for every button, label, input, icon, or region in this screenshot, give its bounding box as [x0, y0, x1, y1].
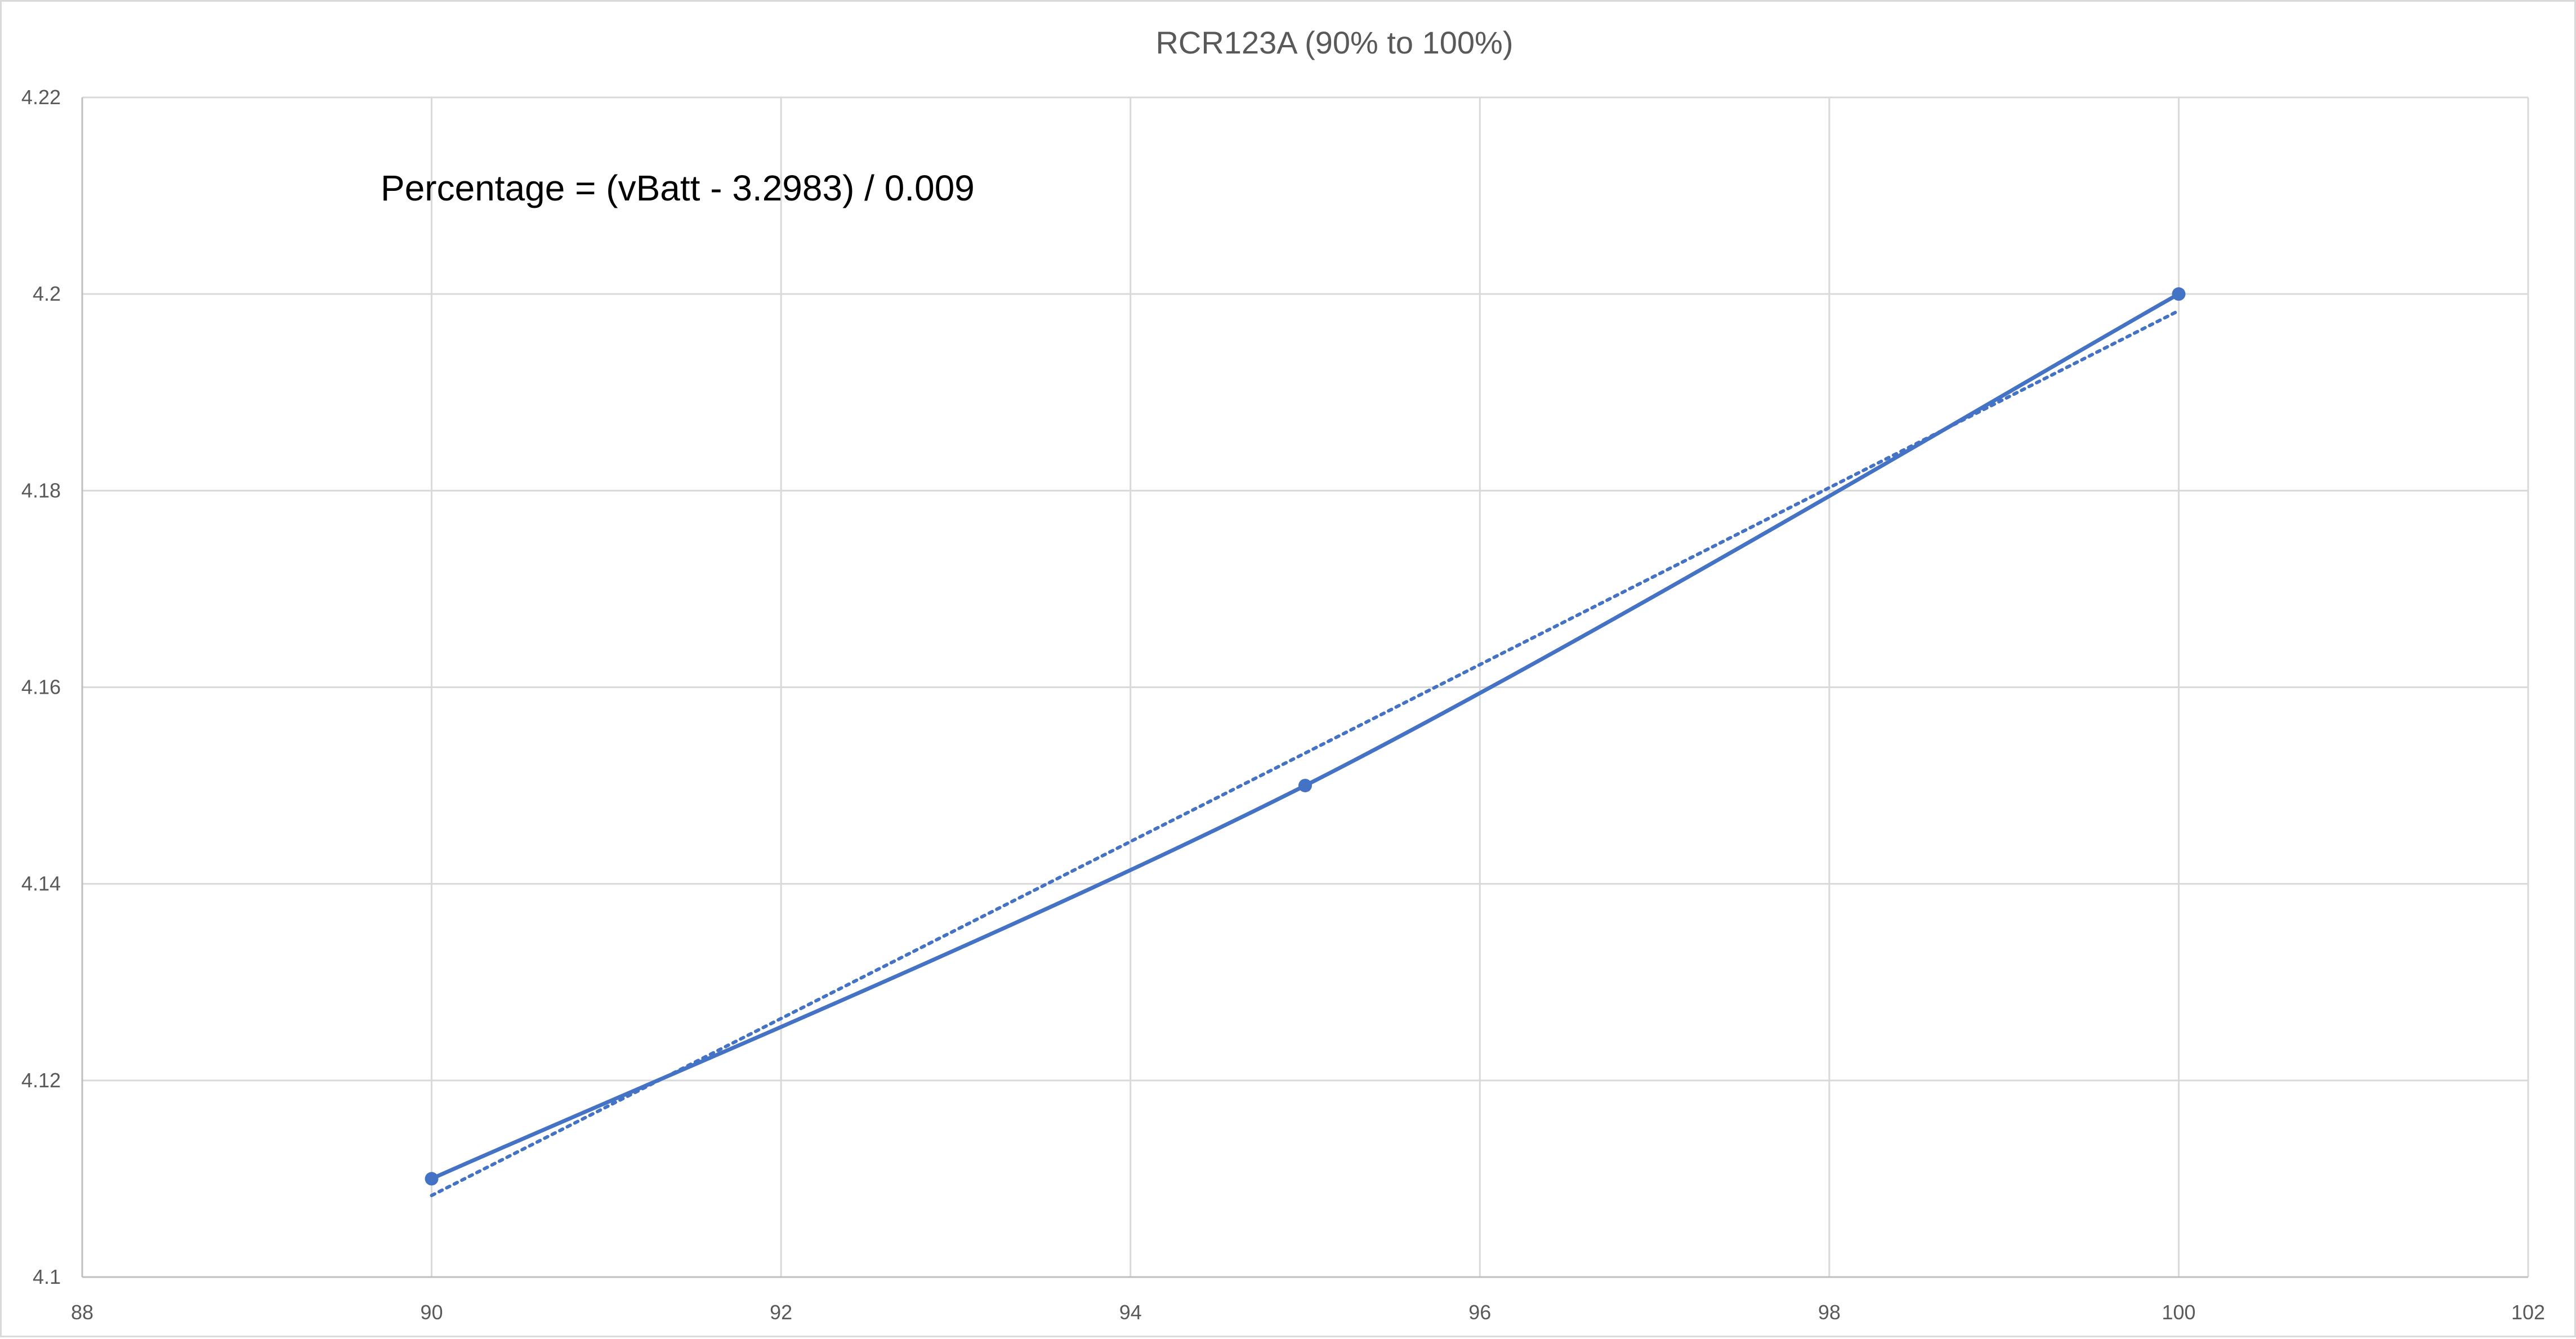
trendline	[430, 309, 2181, 1198]
x-tick-label-1: 90	[421, 1301, 443, 1324]
series-line-0	[431, 292, 2180, 1181]
chart-title: RCR123A (90% to 100%)	[1155, 25, 1513, 60]
linear-trendline	[430, 309, 2181, 1198]
x-axis-tick-labels: 88 90 92 94 96 98 100 102	[71, 1301, 2545, 1324]
data-point-0-0	[425, 1172, 439, 1186]
data-point-0-2	[2172, 287, 2186, 301]
x-tick-label-6: 100	[2162, 1301, 2195, 1324]
y-tick-label-5: 4.2	[33, 282, 61, 305]
y-tick-label-3: 4.16	[21, 676, 61, 699]
x-tick-label-5: 98	[1818, 1301, 1841, 1324]
x-tick-label-2: 92	[770, 1301, 792, 1324]
y-tick-label-6: 4.22	[21, 86, 61, 109]
x-tick-label-0: 88	[71, 1301, 93, 1324]
x-tick-label-7: 102	[2511, 1301, 2545, 1324]
y-axis-tick-labels: 4.1 4.12 4.14 4.16 4.18 4.2 4.22	[21, 86, 61, 1288]
data-series	[425, 287, 2186, 1186]
y-tick-label-0: 4.1	[33, 1265, 61, 1288]
data-point-0-1	[1298, 779, 1312, 793]
y-tick-label-1: 4.12	[21, 1069, 61, 1092]
trendline-equation-annotation: Percentage = (vBatt - 3.2983) / 0.009	[381, 168, 975, 208]
x-tick-label-4: 96	[1468, 1301, 1491, 1324]
axes	[81, 97, 2528, 1278]
y-tick-label-2: 4.14	[21, 872, 61, 895]
x-tick-label-3: 94	[1119, 1301, 1142, 1324]
y-tick-label-4: 4.18	[21, 479, 61, 502]
gridlines	[81, 96, 2529, 1278]
